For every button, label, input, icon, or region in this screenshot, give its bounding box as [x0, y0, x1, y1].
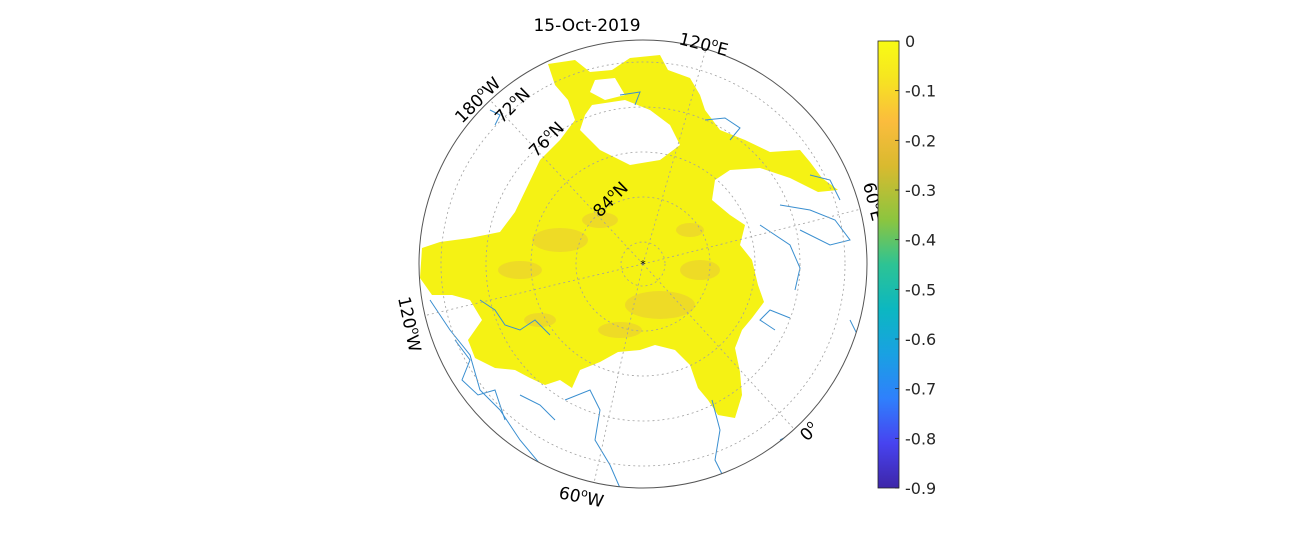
- map-title: 15-Oct-2019: [533, 16, 640, 36]
- colorbar-tick-label: -0.9: [905, 479, 936, 498]
- colorbar-tick-label: -0.7: [905, 380, 936, 399]
- lon-label-120w: 120oW: [393, 294, 426, 354]
- colorbar-tick-label: -0.6: [905, 330, 936, 349]
- polar-map: *: [419, 40, 867, 488]
- open-water-area: [590, 78, 625, 100]
- lon-label-60w: 60oW: [557, 481, 606, 512]
- open-water-area: [580, 100, 680, 165]
- colorbar-tick-label: -0.8: [905, 429, 936, 448]
- colorbar-tick-label: -0.5: [905, 280, 936, 299]
- colorbar-tick-label: -0.2: [905, 131, 936, 150]
- map-frame: [418, 39, 868, 489]
- colorbar-tick-label: -0.1: [905, 82, 936, 101]
- pole-marker: *: [640, 258, 646, 271]
- latitude-grid: [440, 61, 846, 467]
- colorbar-tick-label: -0.3: [905, 181, 936, 200]
- colorbar: 0 -0.1 -0.2 -0.3 -0.4 -0.5 -0.6 -0.7 -0.8 -0.9: [877, 32, 936, 498]
- colorbar-tick-label: 0: [905, 32, 915, 51]
- colorbar-tick-label: -0.4: [905, 231, 936, 250]
- lat-label-84n: 84oN: [588, 177, 633, 222]
- colorbar-ticks: 0 -0.1 -0.2 -0.3 -0.4 -0.5 -0.6 -0.7 -0.8 -0.9: [895, 32, 936, 498]
- ice-texture: [498, 212, 720, 338]
- longitude-grid: [422, 48, 866, 484]
- colorbar-scale: [877, 40, 900, 489]
